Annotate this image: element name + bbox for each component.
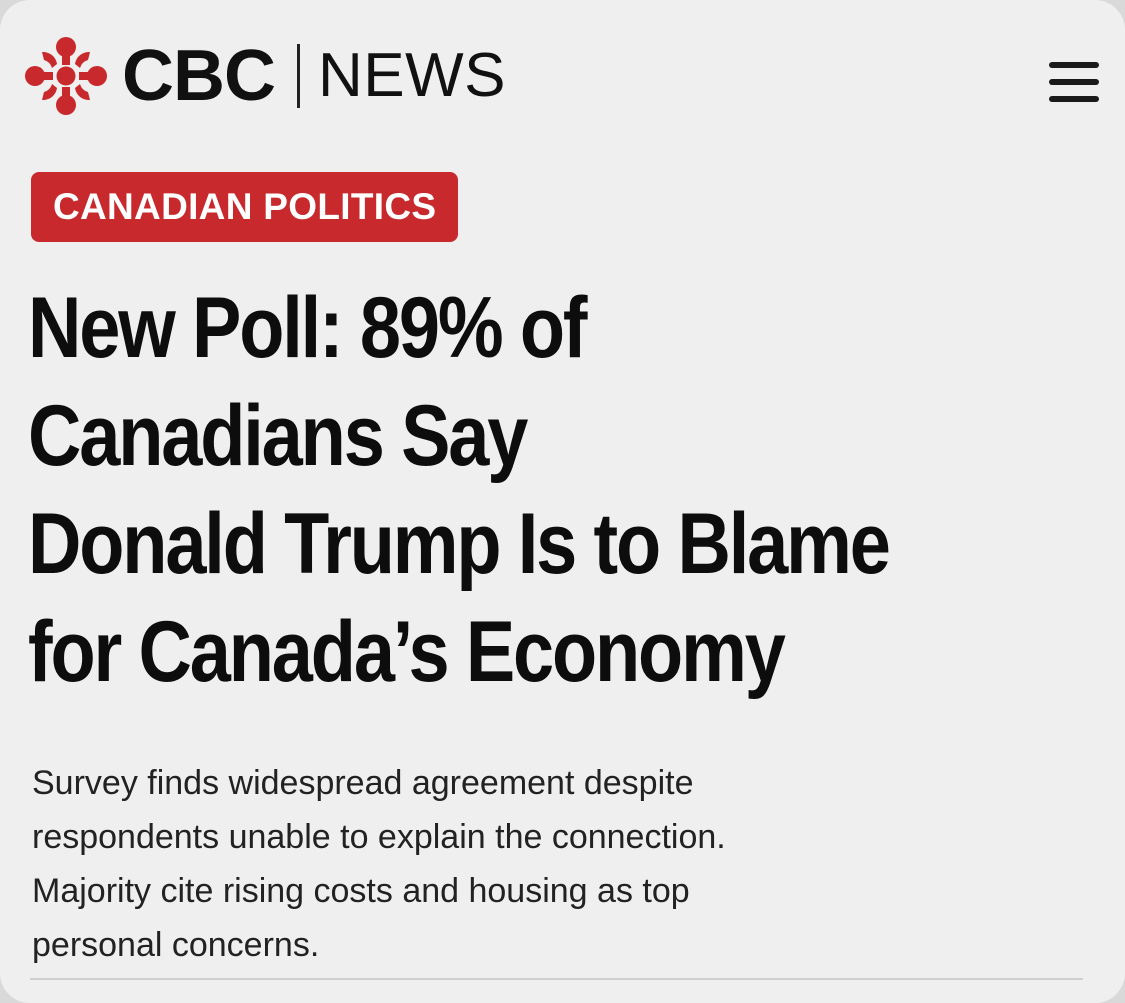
headline-line: for Canada’s Economy bbox=[28, 604, 786, 700]
brand-name: CBC bbox=[122, 36, 276, 116]
cbc-news-logo-link[interactable]: CBC NEWS bbox=[22, 34, 506, 118]
category-badge[interactable]: CANADIAN POLITICS bbox=[31, 172, 459, 242]
brand-divider bbox=[297, 44, 300, 108]
summary-line: Majority cite rising costs and housing a… bbox=[32, 872, 690, 910]
headline-line: Donald Trump Is to Blame bbox=[28, 496, 891, 592]
menu-bar bbox=[1049, 79, 1099, 85]
site-header: CBC NEWS bbox=[22, 34, 1102, 124]
menu-bar bbox=[1049, 62, 1099, 68]
article-summary: Survey finds widespread agreement despit… bbox=[32, 756, 932, 972]
menu-bar bbox=[1049, 96, 1099, 102]
headline-line: New Poll: 89% of bbox=[28, 280, 588, 376]
headline-line: Canadians Say bbox=[28, 388, 528, 484]
article-headline: New Poll: 89% of Canadians Say Donald Tr… bbox=[28, 274, 1086, 706]
divider bbox=[30, 978, 1083, 980]
cbc-gem-logo-icon bbox=[25, 37, 107, 115]
hamburger-menu-icon[interactable] bbox=[1046, 48, 1102, 104]
brand-section: NEWS bbox=[318, 41, 506, 110]
summary-line: respondents unable to explain the connec… bbox=[32, 818, 726, 856]
summary-line: Survey finds widespread agreement despit… bbox=[32, 764, 694, 802]
summary-line: personal concerns. bbox=[32, 926, 320, 964]
